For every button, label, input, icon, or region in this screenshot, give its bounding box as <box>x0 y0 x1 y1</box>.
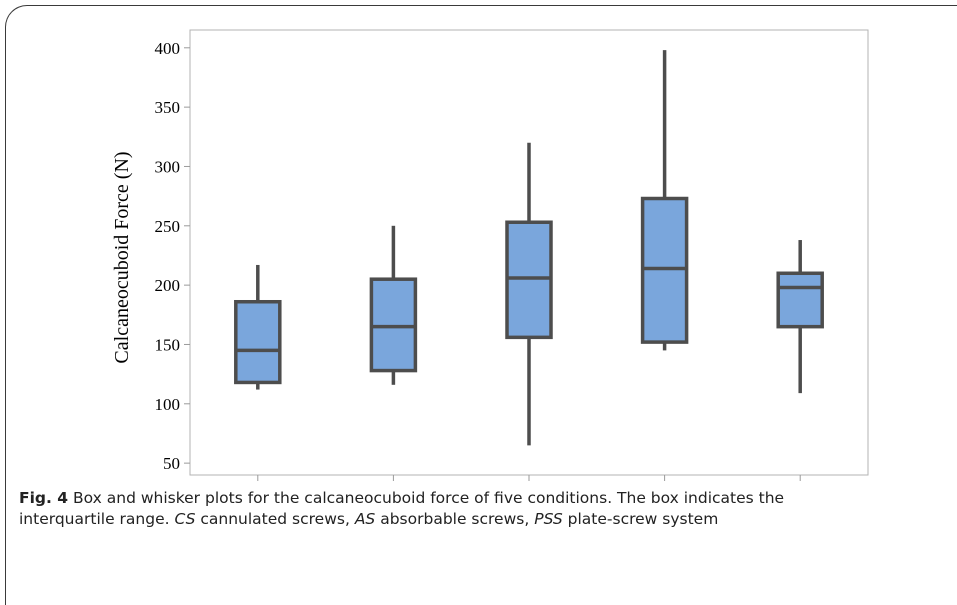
caption-abbr-pss: PSS <box>534 510 563 528</box>
caption-abbr-cs: CS <box>174 510 196 528</box>
y-tick-label-350: 350 <box>155 98 181 117</box>
caption-line-2: interquartile range. CS cannulated screw… <box>19 509 939 530</box>
y-tick-label-50: 50 <box>163 454 180 473</box>
caption-line-1: Fig. 4 Box and whisker plots for the cal… <box>19 488 939 509</box>
box-intact <box>234 299 282 385</box>
caption-def-cs: cannulated screws, <box>200 510 350 528</box>
box-k-wires <box>369 277 418 373</box>
caption-text-1: Box and whisker plots for the calcaneocu… <box>73 489 785 507</box>
caption-def-pss: plate-screw system <box>567 510 719 528</box>
caption-abbr-as: AS <box>354 510 376 528</box>
x-tick-label-k-wires: K-wires <box>366 484 421 485</box>
caption-fig-label: Fig. 4 <box>19 489 69 507</box>
box-plot-chart: 50 100 150 200 250 300 350 400 Calcaneocuboid Fo… <box>111 29 869 485</box>
y-tick-label-400: 400 <box>155 39 181 58</box>
x-tick-label-cs: CS <box>519 484 540 485</box>
x-tick-label-pss: PSS <box>786 484 814 485</box>
figure-frame <box>5 5 957 605</box>
box-pss <box>776 271 824 329</box>
caption-text-2: interquartile range. <box>19 510 170 528</box>
y-tick-label-300: 300 <box>155 157 181 176</box>
box-as <box>640 196 689 344</box>
x-tick-label-as: AS <box>654 484 676 485</box>
box-cs <box>505 220 553 340</box>
y-tick-label-250: 250 <box>155 217 181 236</box>
y-tick-label-100: 100 <box>155 395 181 414</box>
figure-caption: Fig. 4 Box and whisker plots for the cal… <box>19 488 939 530</box>
x-tick-label-intact: Intact <box>238 484 277 485</box>
y-axis-label: Calcaneocuboid Force (N) <box>111 151 133 363</box>
y-tick-label-150: 150 <box>155 335 181 354</box>
caption-def-as: absorbable screws, <box>380 510 530 528</box>
y-tick-label-200: 200 <box>155 276 181 295</box>
